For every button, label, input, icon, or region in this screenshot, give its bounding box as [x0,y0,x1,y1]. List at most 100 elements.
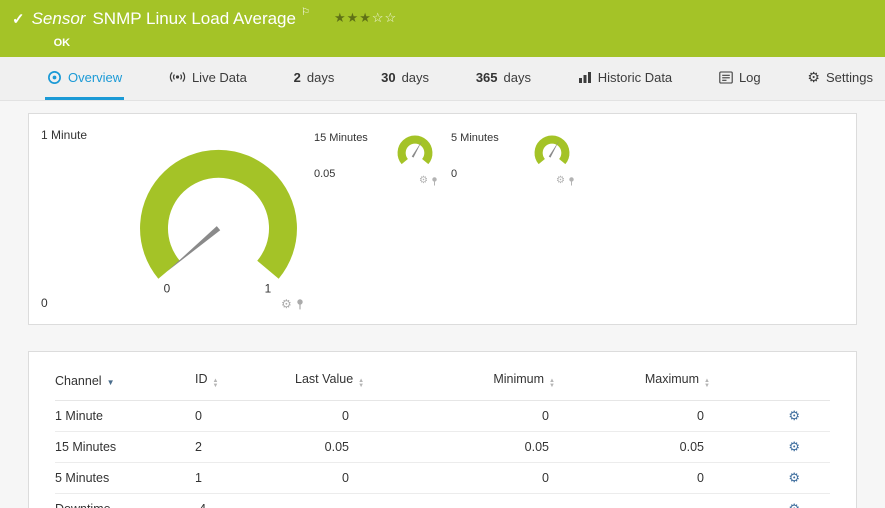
tab-number: 365 [475,69,498,85]
pin-icon[interactable] [296,298,304,310]
title-block: Sensor SNMP Linux Load Average ⚐ ★★★☆☆ O… [31,7,885,57]
page-title: SNMP Linux Load Average [92,9,296,28]
sort-icon[interactable]: ▲ ▼ [212,378,219,389]
table-header-row: Channel ▼ ID ▲ ▼ Last Value ▲ ▼ Minimum ▲ ▼ Max… [55,368,830,401]
gauges-panel: 1 Minute 0 1 0 ⚙ 15 Minutes 0.05 ⚙ 5 Min… [28,113,857,325]
tab-365-days[interactable]: 365 days [474,57,533,100]
maximum-cell: 0 [555,462,710,494]
gauge-settings-icon[interactable]: ⚙ [419,175,428,186]
log-icon [719,70,733,84]
sort-icon[interactable]: ▲ ▼ [549,378,555,389]
tab-label: Historic Data [597,69,673,85]
tab-label: Settings [825,69,873,85]
table-row[interactable]: 15 Minutes 2 0.05 0.05 0.05 ⚙ [55,431,830,463]
gauge-actions: ⚙ [419,176,438,186]
status-ok-icon: ✓ [12,11,25,28]
channel-settings-icon[interactable]: ⚙ [788,408,800,423]
id-cell: 1 [195,462,295,494]
tab-label: days [401,69,430,85]
pin-icon[interactable] [431,176,438,186]
pin-icon[interactable] [568,176,575,186]
minimum-cell: 0 [355,462,555,494]
gauge-value-15-minutes: 0.05 [314,168,336,180]
tab-label: days [306,69,335,85]
gauge-settings-icon[interactable]: ⚙ [556,175,565,186]
sort-desc-icon[interactable]: ▼ [106,377,115,387]
table-row[interactable]: 5 Minutes 1 0 0 0 ⚙ [55,462,830,494]
column-header-last-value[interactable]: Last Value ▲ ▼ [295,368,364,401]
flag-icon[interactable]: ⚐ [300,7,310,18]
channel-settings-icon[interactable]: ⚙ [788,470,800,485]
tab-number: 2 [293,69,301,85]
stars-empty[interactable]: ☆☆ [371,10,398,25]
column-label: Channel [55,373,102,388]
tab-number: 30 [381,69,396,85]
priority-stars[interactable]: ★★★☆☆ [334,10,397,26]
column-header-minimum[interactable]: Minimum ▲ ▼ [355,368,555,401]
tab-label: days [503,69,531,85]
minimum-cell [355,493,555,508]
gauge-value-1-minute: 0 [41,296,48,310]
id-cell: -4 [195,493,295,508]
tab-2-days[interactable]: 2 days [292,57,337,100]
column-label: Last Value [295,372,354,386]
tab-label: Overview [68,69,123,85]
column-header-id[interactable]: ID ▲ ▼ [195,368,295,401]
gauge-actions: ⚙ [281,298,304,310]
channel-cell[interactable]: 15 Minutes [55,431,195,463]
minimum-cell: 0 [355,400,555,432]
tab-historic-data[interactable]: Historic Data [576,57,674,100]
channel-cell[interactable]: Downtime [55,493,195,508]
tab-live-data[interactable]: Live Data [167,57,249,100]
gauge-scale-min: 0 [164,282,171,296]
gauge-5-minutes-block: 5 Minutes 0 ⚙ [451,130,577,208]
last-value-cell [295,493,355,508]
last-value-cell: 0.05 [295,431,355,463]
tab-30-days[interactable]: 30 days [379,57,431,100]
historic-data-icon [578,71,592,84]
gauge-scale-max: 1 [265,282,272,296]
sort-icon[interactable]: ▲ ▼ [704,378,710,389]
settings-gear-icon: ⚙ [807,69,820,85]
column-label: Minimum [493,372,545,386]
tab-label: Live Data [191,69,247,85]
gauge-settings-icon[interactable]: ⚙ [281,297,292,311]
gauge-actions: ⚙ [556,176,575,186]
id-cell: 0 [195,400,295,432]
gauge-title-1-minute: 1 Minute [41,128,88,142]
stars-filled[interactable]: ★★★ [333,10,372,25]
status-badge: OK [53,37,71,49]
channel-cell[interactable]: 1 Minute [55,400,195,432]
minimum-cell: 0.05 [355,431,555,463]
overview-icon [47,70,62,85]
table-row[interactable]: 1 Minute 0 0 0 0 ⚙ [55,400,830,432]
gauge-title-5-minutes: 5 Minutes [451,132,499,144]
column-header-maximum[interactable]: Maximum ▲ ▼ [555,368,710,401]
live-data-icon [169,70,186,84]
column-label: Maximum [644,372,700,386]
maximum-cell [555,493,710,508]
column-label: ID [195,372,208,386]
tab-settings[interactable]: ⚙ Settings [805,57,875,100]
id-cell: 2 [195,431,295,463]
gauge-value-5-minutes: 0 [451,168,458,180]
channel-settings-icon[interactable]: ⚙ [788,501,800,508]
tab-overview[interactable]: Overview [45,57,125,100]
channel-settings-icon[interactable]: ⚙ [788,439,800,454]
channel-cell[interactable]: 5 Minutes [55,462,195,494]
maximum-cell: 0 [555,400,710,432]
gauge-15-minutes-block: 15 Minutes 0.05 ⚙ [314,130,440,208]
gauge-1-minute: 0 1 [140,149,297,296]
tab-log[interactable]: Log [717,57,763,100]
maximum-cell: 0.05 [555,431,710,463]
gauge-title-15-minutes: 15 Minutes [314,132,368,144]
gauge-5-minutes [534,135,570,165]
tab-label: Log [738,69,761,85]
table-row[interactable]: Downtime -4 ⚙ [55,493,830,508]
sensor-header: ✓ Sensor SNMP Linux Load Average ⚐ ★★★☆☆… [0,0,885,57]
tab-bar: Overview Live Data 2 days 30 days 365 da… [0,57,885,101]
column-header-channel[interactable]: Channel ▼ [55,368,195,401]
sensor-type-label: Sensor [31,9,86,28]
channels-table: Channel ▼ ID ▲ ▼ Last Value ▲ ▼ Minimum ▲ ▼ Max… [55,368,830,508]
sort-icon[interactable]: ▲ ▼ [358,378,365,389]
